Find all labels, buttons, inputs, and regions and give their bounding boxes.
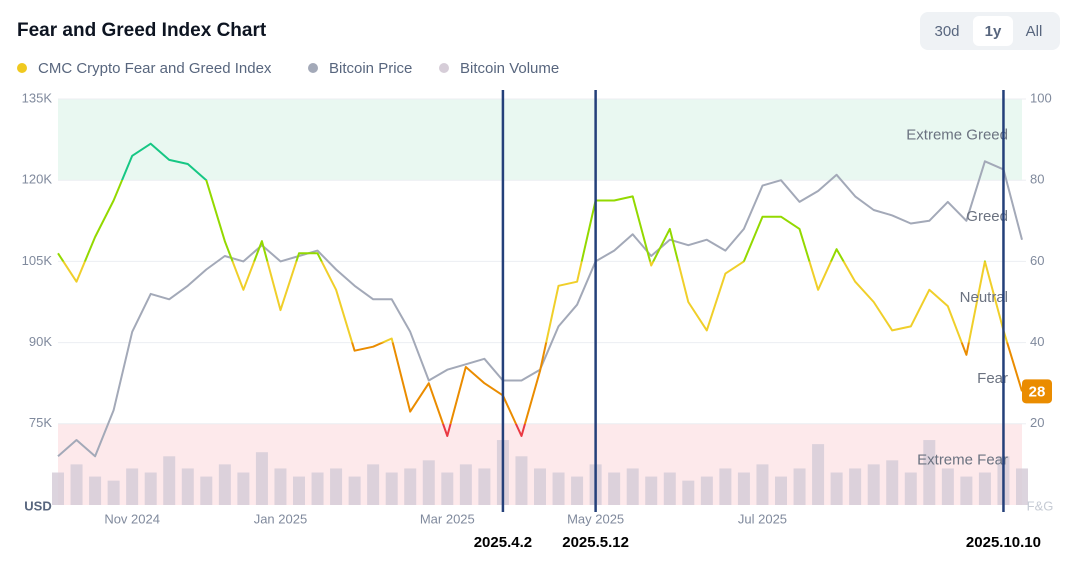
y-tick-label: 120K: [22, 172, 53, 187]
volume-bar: [756, 464, 769, 505]
y2-tick-label: 80: [1030, 172, 1044, 187]
volume-bar: [793, 468, 806, 505]
volume-bar: [385, 472, 398, 505]
volume-bar: [719, 468, 732, 505]
y-axis-label: USD: [24, 498, 51, 513]
volume-bar: [700, 476, 713, 505]
y-tick-label: 90K: [29, 334, 52, 349]
volume-bar: [311, 472, 324, 505]
volume-bar: [608, 472, 621, 505]
volume-bar: [941, 468, 954, 505]
legend-label: Bitcoin Volume: [460, 60, 559, 77]
volume-bar: [107, 480, 120, 505]
volume-bar: [144, 472, 157, 505]
volume-bar: [923, 440, 936, 505]
range-button[interactable]: 1y: [985, 23, 1002, 40]
volume-bar: [404, 468, 417, 505]
volume-bar: [737, 472, 750, 505]
volume-bar: [459, 464, 472, 505]
volume-bar: [89, 476, 102, 505]
volume-bar: [645, 476, 658, 505]
annotations: Extreme Fear Fear Neutral Greed Extreme Gree…: [22, 90, 1054, 551]
volume-bar: [626, 468, 639, 505]
zone-label: Greed: [966, 208, 1008, 225]
range-button-bg[interactable]: [973, 16, 1013, 46]
y2-tick-label: 100: [1030, 90, 1052, 105]
volume-bar: [663, 472, 676, 505]
volume-bar: [367, 464, 380, 505]
x-tick-label: May 2025: [567, 511, 624, 526]
volume-bar: [534, 468, 546, 505]
y2-axis-label: F&G: [1027, 498, 1054, 513]
volume-bar: [218, 464, 231, 505]
zone-label: Extreme Fear: [917, 451, 1008, 468]
marker-label: 2025.10.10: [966, 534, 1041, 551]
volume-bar: [978, 472, 991, 505]
volume-bar: [293, 476, 305, 505]
chart-title: Fear and Greed Index Chart: [17, 20, 267, 41]
legend-swatch: [308, 63, 318, 73]
last-value-box: [1022, 379, 1052, 404]
volume-bar: [515, 456, 528, 505]
zone-label: Fear: [977, 370, 1008, 387]
volume-bar: [812, 444, 825, 505]
volume-bar: [126, 468, 139, 505]
volume-bar: [1016, 468, 1028, 505]
volume-bars: [52, 440, 1028, 505]
y2-tick-label: 60: [1030, 253, 1044, 268]
volume-bar: [478, 468, 491, 505]
legend-label: Bitcoin Price: [329, 60, 412, 77]
line: [57, 142, 1023, 437]
volume-bar: [70, 464, 83, 505]
legend-swatch: [439, 63, 449, 73]
range-button[interactable]: All: [1026, 23, 1043, 40]
legend-swatch: [17, 63, 27, 73]
volume-bar: [849, 468, 862, 505]
volume-bar: [181, 468, 194, 505]
volume-bar: [571, 476, 584, 505]
x-tick-label: Mar 2025: [420, 511, 475, 526]
volume-bar: [348, 476, 361, 505]
volume-bar: [775, 476, 787, 505]
x-tick-label: Jul 2025: [738, 511, 787, 526]
volume-bar: [274, 468, 287, 505]
zone-label: Neutral: [960, 289, 1008, 306]
y-tick-label: 105K: [22, 253, 53, 268]
x-tick-label: Nov 2024: [104, 511, 160, 526]
plot: Extreme Fear Fear Neutral Greed Extreme Gree…: [22, 90, 1054, 551]
marker-label: 2025.4.2: [474, 534, 532, 551]
volume-bar: [255, 452, 268, 505]
range-button[interactable]: 30d: [934, 23, 959, 40]
volume-bar: [330, 468, 343, 505]
marker-label: 2025.5.12: [562, 534, 629, 551]
volume-bar: [422, 460, 435, 505]
volume-bar: [552, 472, 565, 505]
volume-bar: [830, 472, 843, 505]
volume-bar: [441, 472, 454, 505]
volume-bar: [904, 472, 917, 505]
x-tick-label: Jan 2025: [254, 511, 308, 526]
grid: [58, 98, 1026, 425]
y2-tick-label: 40: [1030, 334, 1044, 349]
volume-bar: [52, 472, 64, 505]
volume-bar: [960, 476, 973, 505]
lines: [57, 142, 1023, 458]
legend-label: CMC Crypto Fear and Greed Index: [38, 60, 272, 77]
volume-bar: [163, 456, 176, 505]
volume-bar: [682, 480, 695, 505]
zone-bands: [58, 99, 1022, 505]
zone-band: [58, 99, 1022, 181]
y2-tick-label: 20: [1030, 415, 1044, 430]
volume-bar: [200, 476, 213, 505]
volume-bar: [237, 472, 250, 505]
y-tick-label: 135K: [22, 90, 53, 105]
zone-label: Extreme Greed: [906, 127, 1008, 144]
y-tick-label: 75K: [29, 415, 52, 430]
volume-bar: [867, 464, 880, 505]
last-value-label: 28: [1029, 383, 1046, 400]
volume-bar: [886, 460, 899, 505]
